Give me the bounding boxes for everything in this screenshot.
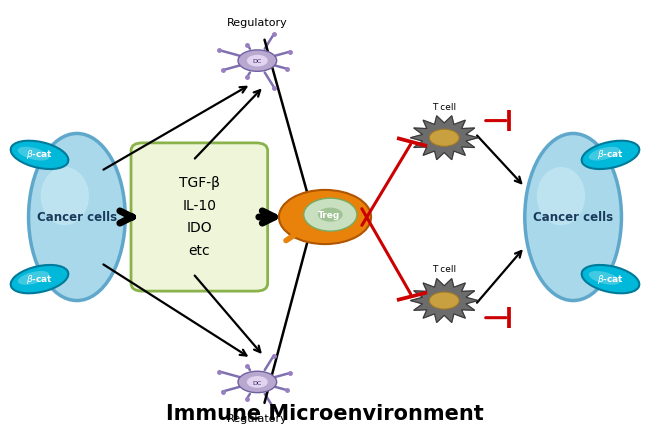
Ellipse shape <box>247 55 268 66</box>
Text: DC: DC <box>253 59 262 64</box>
Ellipse shape <box>279 190 371 244</box>
Ellipse shape <box>29 133 125 301</box>
Ellipse shape <box>238 50 277 71</box>
Ellipse shape <box>247 376 268 388</box>
Ellipse shape <box>18 271 49 285</box>
Ellipse shape <box>10 141 68 169</box>
Text: TGF-β
IL-10
IDO
etc: TGF-β IL-10 IDO etc <box>179 176 220 258</box>
Ellipse shape <box>582 265 640 293</box>
Text: Regulatory: Regulatory <box>227 19 288 29</box>
Text: $\beta$-cat: $\beta$-cat <box>597 148 624 161</box>
Ellipse shape <box>10 265 68 293</box>
FancyBboxPatch shape <box>131 143 268 291</box>
Text: Treg: Treg <box>317 211 340 220</box>
Ellipse shape <box>525 133 621 301</box>
Ellipse shape <box>318 207 343 222</box>
Text: T cell: T cell <box>432 266 456 274</box>
Ellipse shape <box>582 141 640 169</box>
Text: DC: DC <box>253 381 262 385</box>
Text: Immune Microenvironment: Immune Microenvironment <box>166 404 484 424</box>
Text: $\beta$-cat: $\beta$-cat <box>597 273 624 286</box>
Ellipse shape <box>430 129 459 146</box>
Polygon shape <box>410 279 478 322</box>
Ellipse shape <box>41 167 89 225</box>
Text: $\beta$-cat: $\beta$-cat <box>26 273 53 286</box>
Ellipse shape <box>18 147 49 161</box>
Ellipse shape <box>238 371 277 393</box>
Text: Cancer cells: Cancer cells <box>533 210 613 224</box>
Ellipse shape <box>537 167 585 225</box>
Text: Regulatory: Regulatory <box>227 414 288 424</box>
Ellipse shape <box>430 292 459 309</box>
Ellipse shape <box>304 198 357 231</box>
Polygon shape <box>410 116 478 160</box>
Text: T cell: T cell <box>432 103 456 112</box>
Ellipse shape <box>589 147 620 161</box>
Text: $\beta$-cat: $\beta$-cat <box>26 148 53 161</box>
Text: Cancer cells: Cancer cells <box>37 210 117 224</box>
Ellipse shape <box>589 271 620 285</box>
